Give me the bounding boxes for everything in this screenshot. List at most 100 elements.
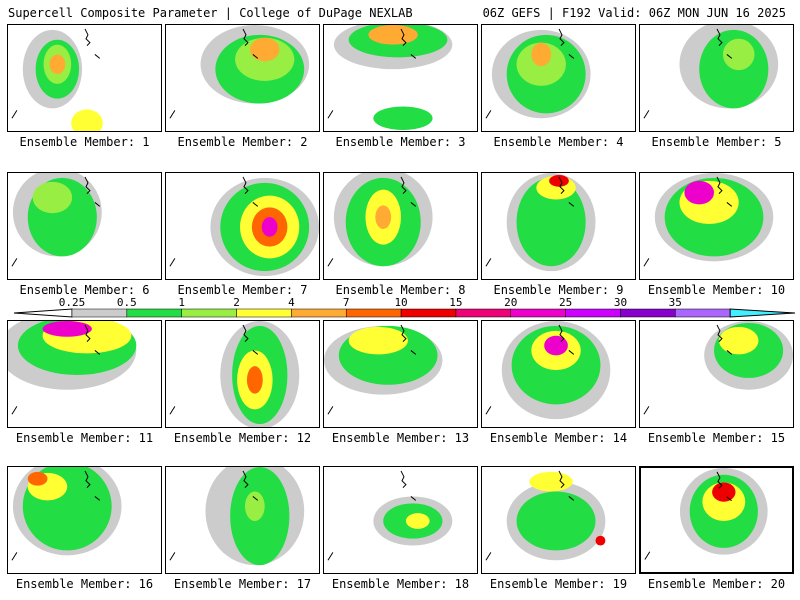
coastline [327, 324, 417, 415]
scp-contour-fill [529, 471, 573, 492]
scp-field-map [485, 173, 596, 272]
scp-field-map [643, 321, 793, 415]
colorbar-min-arrow [13, 308, 73, 318]
colorbar-segment [236, 308, 292, 318]
colorbar-tick-label: 30 [613, 296, 628, 309]
map-title: Supercell Composite Parameter | College … [8, 6, 413, 20]
colorbar-tick-label: 7 [342, 296, 350, 309]
ensemble-member-label: Ensemble Member: 17 [173, 577, 312, 591]
scp-contour-fill [348, 326, 408, 355]
ensemble-map-panel [7, 24, 162, 132]
coastline [11, 176, 101, 267]
scp-field-map [169, 25, 310, 119]
scp-contour-fill [684, 180, 715, 205]
coastline [643, 176, 733, 267]
ensemble-map-panel [481, 320, 636, 428]
scp-contour-fill [246, 366, 263, 394]
ensemble-map-panel [7, 320, 162, 428]
ensemble-map-panel [7, 172, 162, 280]
colorbar-segment [71, 308, 128, 318]
coastline [11, 470, 101, 561]
scp-field-map [11, 173, 102, 267]
colorbar-tick-label: 1 [178, 296, 185, 309]
coastline [169, 28, 259, 119]
scp-field-map [324, 324, 443, 415]
scp-contour-fill [244, 491, 265, 521]
ensemble-map-panel [165, 320, 320, 428]
ensemble-map-panel [323, 466, 478, 574]
coastline [327, 28, 417, 119]
ensemble-map-panel [639, 24, 794, 132]
colorbar-tick-label: 2 [233, 296, 240, 309]
scp-contour-fill [516, 491, 596, 551]
ensemble-member-label: Ensemble Member: 9 [493, 283, 624, 297]
colorbar-tick-label: 0.25 [58, 296, 86, 309]
colorbar-tick-label: 25 [558, 296, 573, 309]
coastline [485, 176, 575, 267]
ensemble-map-panel [323, 24, 478, 132]
ensemble-member-label: Ensemble Member: 3 [335, 135, 466, 149]
scp-field-map [169, 321, 300, 427]
colorbar-segment [620, 308, 676, 318]
scp-contour-fill [531, 42, 552, 67]
ensemble-map-panel [323, 320, 478, 428]
scp-contour-fill [405, 513, 430, 529]
scp-field-map [485, 321, 611, 420]
coastline [485, 28, 575, 119]
colorbar-tick-label: 0.5 [116, 296, 137, 309]
ensemble-member-label: Ensemble Member: 18 [331, 577, 470, 591]
scp-field-map [11, 28, 103, 131]
scp-field-map [327, 25, 453, 131]
scp-contour-fill [42, 321, 92, 337]
scp-field-map [485, 28, 591, 119]
scp-contour-fill [375, 205, 392, 229]
colorbar-segment [181, 308, 237, 318]
scp-field-map [169, 176, 319, 277]
colorbar-segment [455, 308, 512, 318]
colorbar-tick-label: 10 [394, 296, 408, 309]
coastline [327, 470, 417, 561]
colorbar-segment [565, 308, 621, 318]
ensemble-member-label: Ensemble Member: 5 [651, 135, 782, 149]
ensemble-member-label: Ensemble Member: 6 [19, 283, 150, 297]
ensemble-member-label: Ensemble Member: 4 [493, 135, 624, 149]
coastline [643, 324, 733, 415]
ensemble-map-panel [639, 320, 794, 428]
colorbar-max-arrow [729, 308, 796, 318]
ensemble-map-panel [481, 24, 636, 132]
scp-field-map [485, 470, 606, 561]
scp-contour-fill [71, 109, 103, 131]
ensemble-member-label: Ensemble Member: 15 [647, 431, 786, 445]
ensemble-member-label: Ensemble Member: 13 [331, 431, 470, 445]
scp-field-map [327, 173, 433, 267]
colorbar [13, 308, 796, 318]
coastline [11, 324, 101, 415]
scp-field-map [11, 467, 122, 561]
coastline [643, 28, 733, 119]
scp-contour-fill [718, 326, 759, 355]
valid-time-label: 06Z GEFS | F192 Valid: 06Z MON JUN 16 20… [482, 6, 786, 20]
colorbar-segment [675, 308, 731, 318]
coastline [327, 176, 417, 267]
colorbar-segment [510, 308, 566, 318]
colorbar-tick-label: 20 [504, 296, 518, 309]
coastline [485, 324, 575, 415]
scp-contour-fill [368, 25, 418, 45]
scp-field-map [169, 467, 305, 566]
ensemble-map-panel [639, 172, 794, 280]
scp-field-map [8, 321, 137, 415]
ensemble-member-label: Ensemble Member: 7 [177, 283, 308, 297]
scp-contour-fill [49, 54, 66, 75]
colorbar-segment [126, 308, 182, 318]
scp-contour-fill [261, 217, 278, 237]
coastline [169, 324, 259, 415]
ensemble-member-label: Ensemble Member: 12 [173, 431, 312, 445]
scp-field-map [643, 25, 779, 119]
ensemble-member-label: Ensemble Member: 8 [335, 283, 466, 297]
ensemble-map-panel [165, 466, 320, 574]
ensemble-member-label: Ensemble Member: 10 [647, 283, 786, 297]
colorbar-tick-label: 4 [288, 296, 295, 309]
scp-contour-fill [27, 471, 48, 486]
ensemble-map-panel [165, 172, 320, 280]
ensemble-member-label: Ensemble Member: 19 [489, 577, 628, 591]
